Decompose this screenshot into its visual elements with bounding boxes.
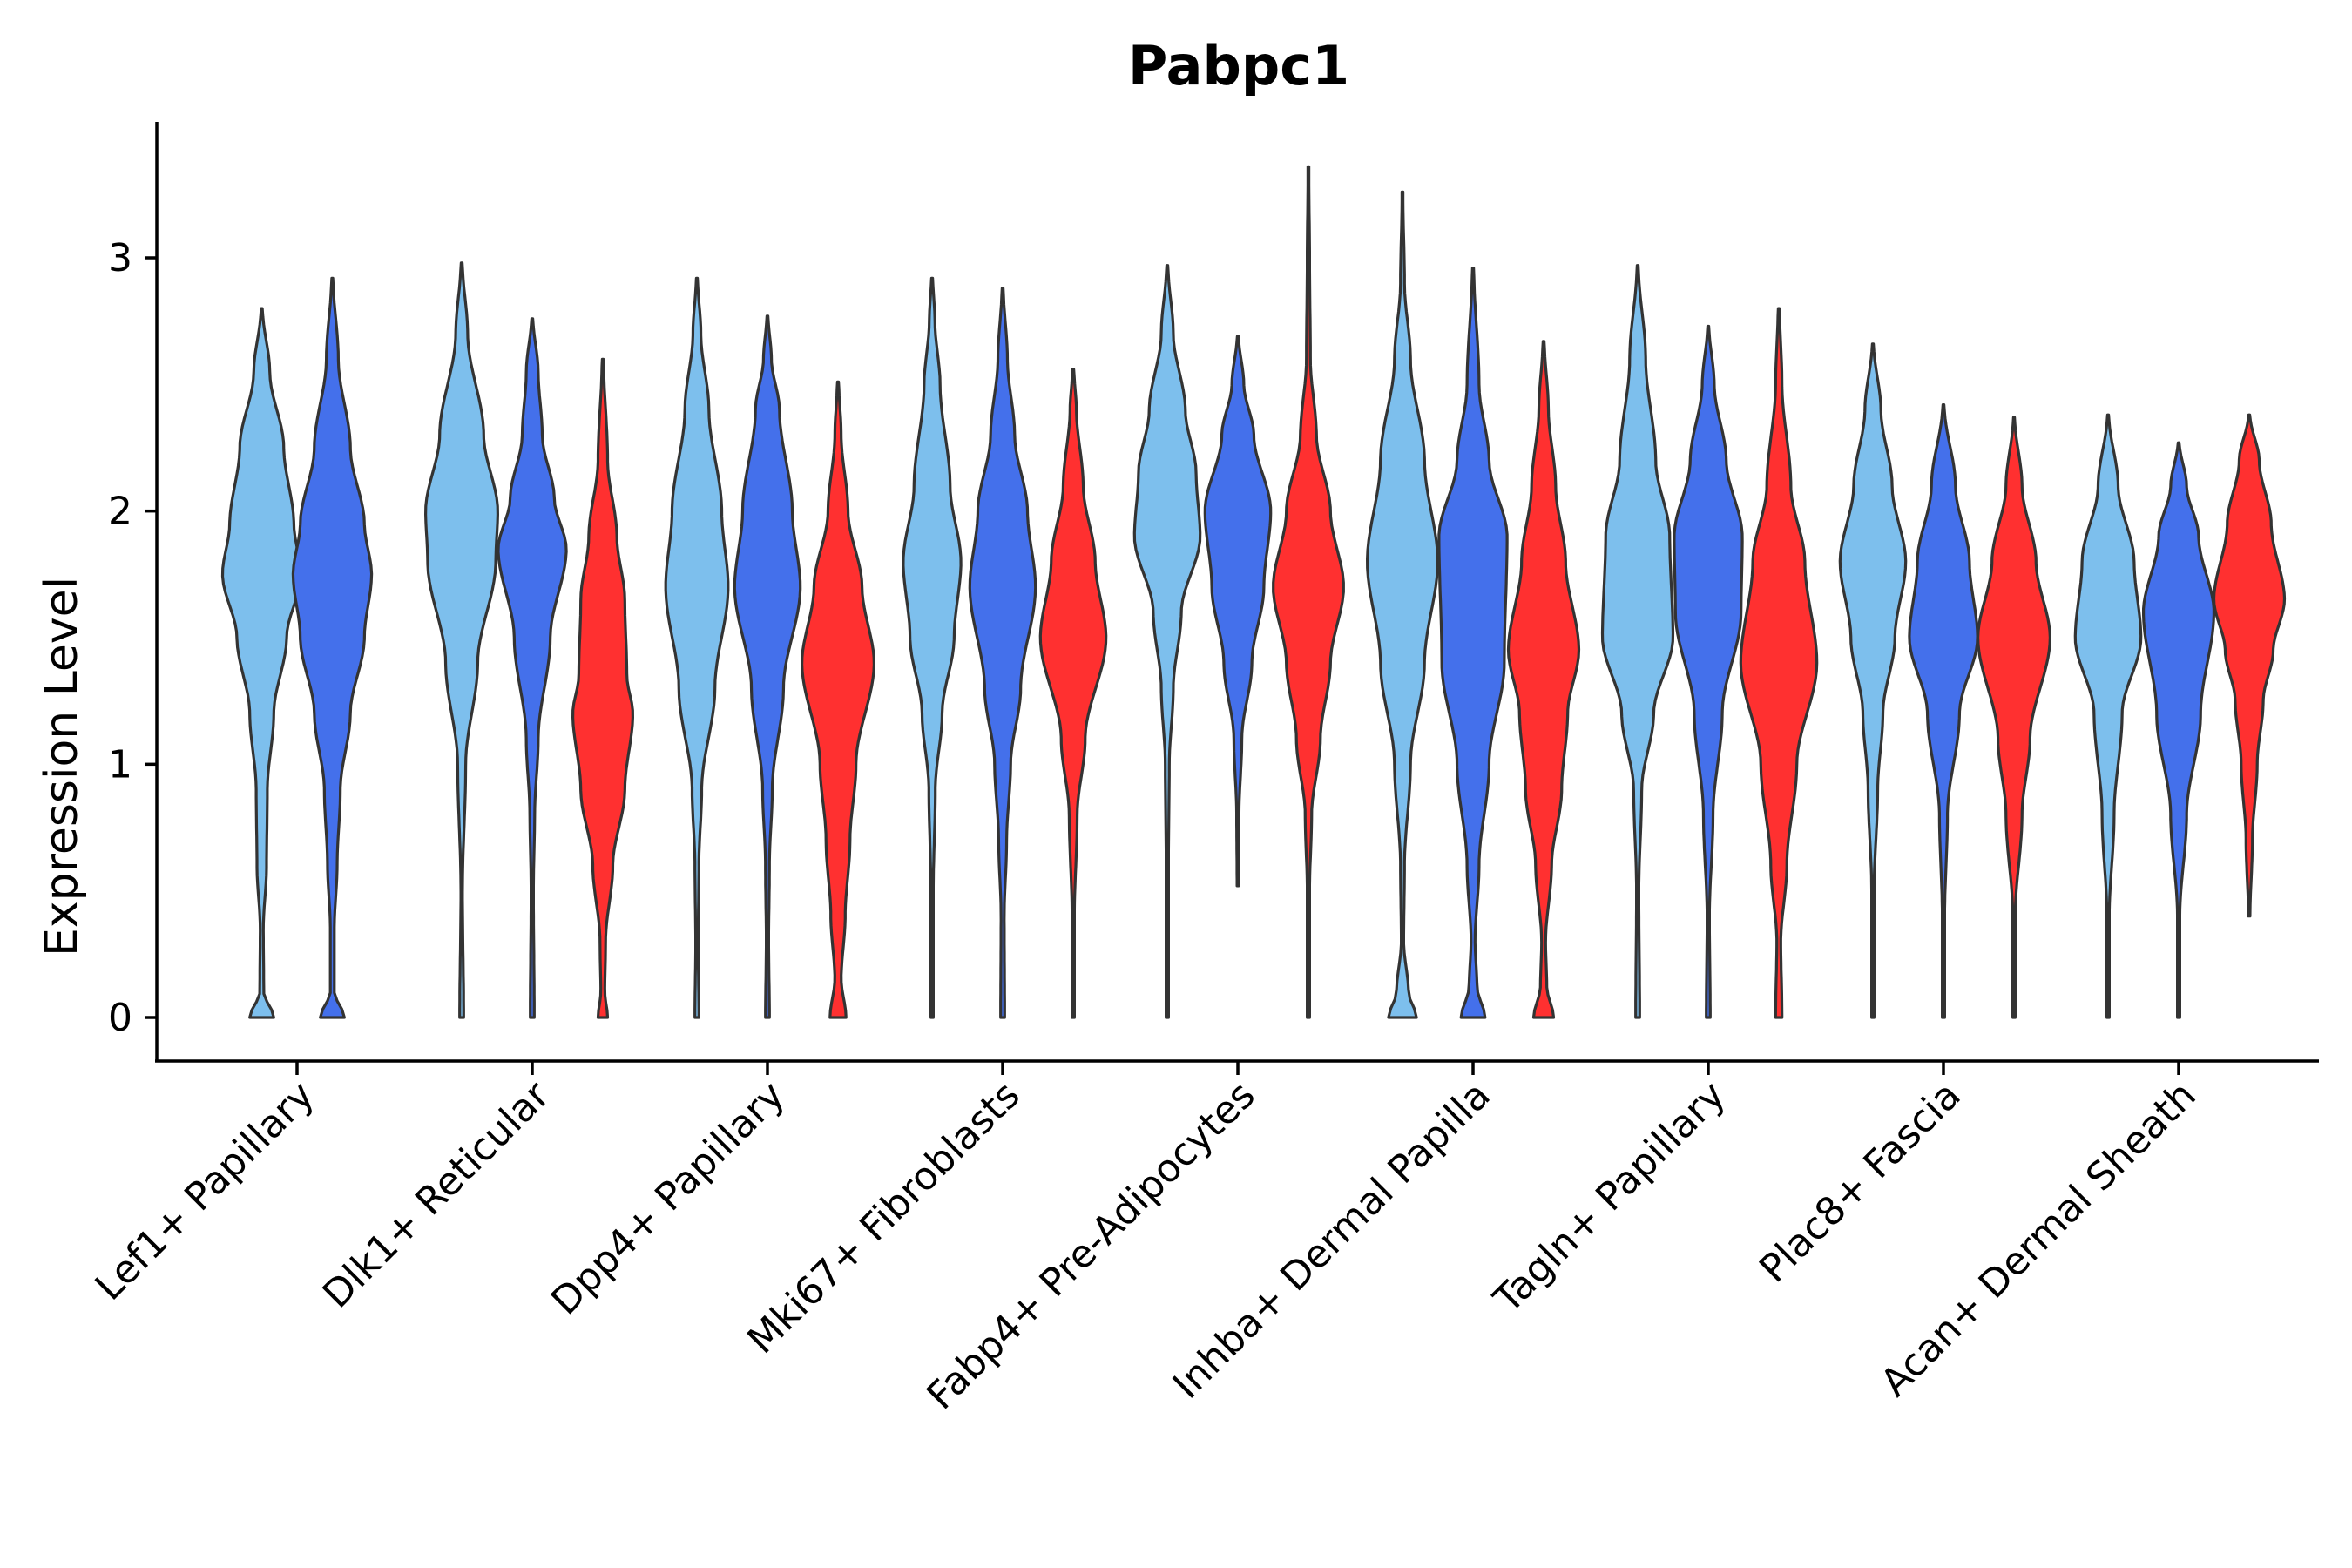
x-tick-label: Plac8+ Fascia (1751, 1073, 1970, 1292)
violin-4-2 (968, 287, 1037, 1019)
x-tick-label: Dpp4+ Papillary (543, 1073, 794, 1324)
y-tick-label: 1 (108, 742, 132, 787)
violin-5-2 (1203, 335, 1273, 888)
violin-2-3 (571, 357, 634, 1019)
violin-2-2 (497, 317, 568, 1019)
violin-series-layer (220, 165, 2287, 1019)
violin-6-3 (1506, 340, 1581, 1019)
violin-7-2 (1673, 324, 1744, 1019)
violin-9-3 (2212, 413, 2287, 918)
violin-8-3 (1977, 416, 2051, 1019)
x-tick-label: Dlk1+ Reticular (314, 1072, 559, 1317)
violin-3-3 (801, 380, 875, 1019)
violin-6-1 (1366, 190, 1439, 1019)
violin-8-2 (1908, 403, 1979, 1019)
y-tick-label: 2 (108, 490, 132, 534)
violin-3-2 (733, 314, 802, 1019)
x-tick-label: Tagln+ Papillary (1485, 1073, 1734, 1322)
violin-6-2 (1437, 267, 1509, 1019)
y-axis-label: Expression Level (36, 577, 88, 956)
violin-4-1 (902, 276, 963, 1019)
violin-8-1 (1838, 342, 1908, 1019)
violin-9-2 (2142, 441, 2215, 1019)
y-axis-ticks: 0 1 2 3 (108, 236, 157, 1040)
violin-9-1 (2073, 413, 2143, 1019)
violin-1-1 (220, 307, 303, 1019)
chart-title: Pabpc1 (1128, 34, 1349, 98)
x-tick-label: Lef1+ Papillary (87, 1073, 323, 1309)
y-tick-label: 0 (108, 996, 132, 1040)
violin-4-3 (1038, 368, 1108, 1019)
violin-3-1 (664, 276, 730, 1019)
violin-7-3 (1739, 307, 1819, 1019)
violin-5-3 (1272, 165, 1345, 1019)
violin-7-1 (1600, 264, 1675, 1019)
violin-5-1 (1132, 264, 1202, 1019)
y-tick-label: 3 (108, 236, 132, 280)
violin-2-1 (424, 261, 499, 1019)
violin-1-2 (291, 276, 374, 1019)
